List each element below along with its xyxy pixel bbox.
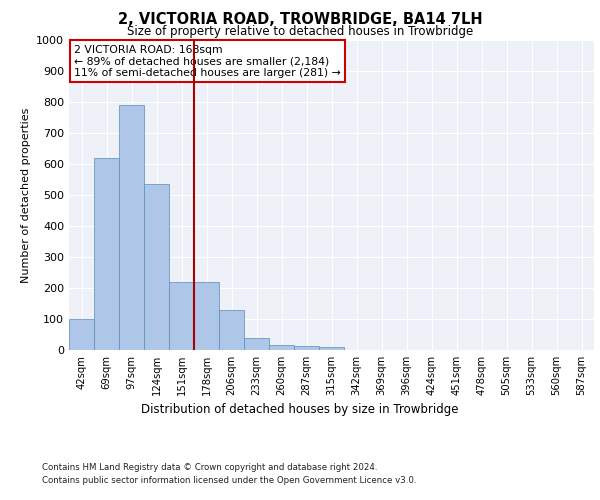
Bar bbox=[319, 347, 344, 350]
Text: Size of property relative to detached houses in Trowbridge: Size of property relative to detached ho… bbox=[127, 25, 473, 38]
Bar bbox=[94, 158, 119, 350]
Bar bbox=[294, 346, 319, 350]
Bar bbox=[194, 282, 219, 350]
Bar bbox=[69, 319, 94, 350]
Text: Contains HM Land Registry data © Crown copyright and database right 2024.: Contains HM Land Registry data © Crown c… bbox=[42, 462, 377, 471]
Y-axis label: Number of detached properties: Number of detached properties bbox=[20, 108, 31, 282]
Text: Distribution of detached houses by size in Trowbridge: Distribution of detached houses by size … bbox=[141, 402, 459, 415]
Bar bbox=[269, 346, 294, 350]
Bar bbox=[119, 105, 144, 350]
Text: 2 VICTORIA ROAD: 168sqm
← 89% of detached houses are smaller (2,184)
11% of semi: 2 VICTORIA ROAD: 168sqm ← 89% of detache… bbox=[74, 44, 341, 78]
Bar bbox=[144, 184, 169, 350]
Bar bbox=[244, 338, 269, 350]
Bar bbox=[169, 282, 194, 350]
Text: 2, VICTORIA ROAD, TROWBRIDGE, BA14 7LH: 2, VICTORIA ROAD, TROWBRIDGE, BA14 7LH bbox=[118, 12, 482, 28]
Text: Contains public sector information licensed under the Open Government Licence v3: Contains public sector information licen… bbox=[42, 476, 416, 485]
Bar bbox=[219, 310, 244, 350]
